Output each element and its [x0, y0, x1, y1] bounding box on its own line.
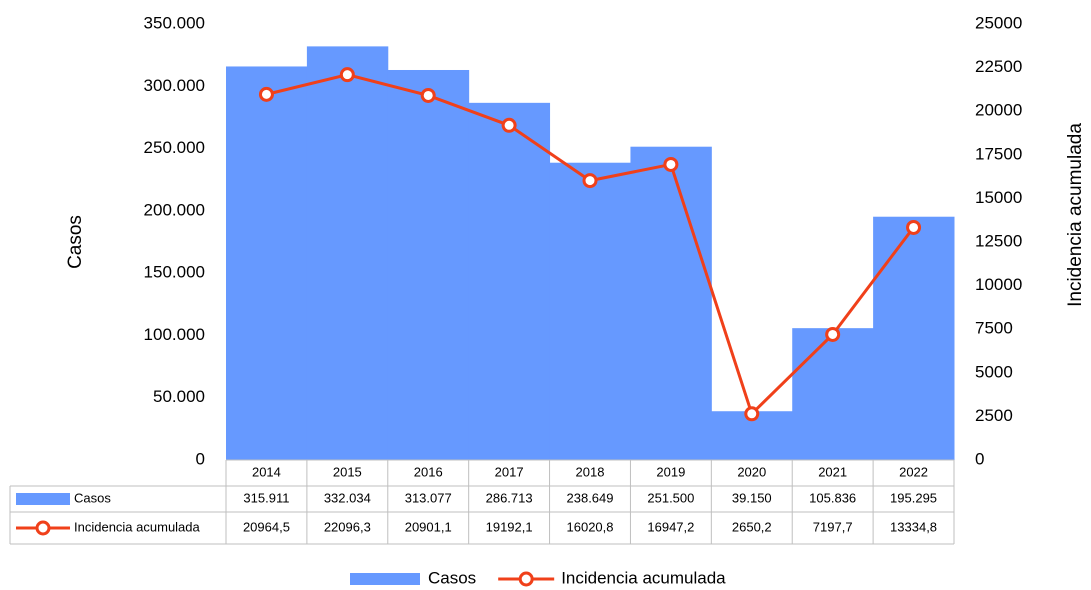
- marker: [501, 117, 517, 133]
- y-axis-title: Casos: [65, 215, 86, 269]
- marker: [258, 86, 274, 102]
- table-cell: 195.295: [890, 490, 937, 505]
- table-cell: 20901,1: [405, 519, 452, 534]
- y2-tick-label: 12500: [975, 231, 1022, 250]
- y-tick-label: 300.000: [144, 76, 205, 95]
- marker: [744, 406, 760, 422]
- x-tick-label: 2018: [576, 464, 605, 479]
- y2-tick-label: 0: [975, 449, 984, 468]
- table-cell: 313.077: [405, 490, 452, 505]
- legend-swatch: [16, 493, 70, 505]
- x-tick-label: 2016: [414, 464, 443, 479]
- x-tick-label: 2015: [333, 464, 362, 479]
- table-cell: 22096,3: [324, 519, 371, 534]
- marker: [906, 219, 922, 235]
- table-cell: 19192,1: [486, 519, 533, 534]
- marker: [582, 173, 598, 189]
- y-tick-label: 250.000: [144, 138, 205, 157]
- x-tick-label: 2020: [737, 464, 766, 479]
- table-cell: 16020,8: [567, 519, 614, 534]
- y-tick-label: 100.000: [144, 325, 205, 344]
- bar: [792, 328, 874, 460]
- bar: [226, 66, 308, 461]
- y2-tick-label: 20000: [975, 101, 1022, 120]
- y-tick-label: 350.000: [144, 13, 205, 32]
- table-cell: 7197,7: [813, 519, 853, 534]
- table-cell: 332.034: [324, 490, 371, 505]
- y2-tick-label: 25000: [975, 13, 1022, 32]
- table-cell: 315.911: [243, 490, 289, 505]
- y-tick-label: 150.000: [144, 263, 205, 282]
- y-tick-label: 50.000: [153, 387, 205, 406]
- table-cell: 2650,2: [732, 519, 772, 534]
- bar: [549, 162, 631, 460]
- marker: [420, 87, 436, 103]
- legend-marker: [518, 571, 534, 587]
- table-cell: 39.150: [732, 490, 772, 505]
- table-cell: 16947,2: [647, 519, 694, 534]
- y2-tick-label: 5000: [975, 362, 1013, 381]
- legend-marker: [35, 520, 51, 536]
- legend-label: Incidencia acumulada: [561, 568, 726, 587]
- x-tick-label: 2019: [656, 464, 685, 479]
- y2-tick-label: 17500: [975, 144, 1022, 163]
- bar: [630, 146, 712, 460]
- y-tick-label: 0: [196, 449, 205, 468]
- table-row-label: Casos: [74, 490, 111, 505]
- y2-tick-label: 7500: [975, 319, 1013, 338]
- marker: [339, 67, 355, 83]
- x-tick-label: 2014: [252, 464, 281, 479]
- table-cell: 251.500: [647, 490, 694, 505]
- y2-tick-label: 22500: [975, 57, 1022, 76]
- table-cell: 13334,8: [890, 519, 937, 534]
- marker: [663, 156, 679, 172]
- bar: [873, 216, 955, 460]
- y2-tick-label: 10000: [975, 275, 1022, 294]
- table-cell: 286.713: [486, 490, 533, 505]
- bar: [387, 69, 470, 460]
- marker: [825, 326, 841, 342]
- x-tick-label: 2021: [818, 464, 847, 479]
- x-tick-label: 2017: [495, 464, 524, 479]
- bar: [468, 102, 551, 460]
- x-tick-label: 2022: [899, 464, 928, 479]
- legend-swatch: [350, 573, 420, 585]
- table-cell: 105.836: [809, 490, 856, 505]
- table-row-label: Incidencia acumulada: [74, 519, 201, 534]
- y-tick-label: 200.000: [144, 200, 205, 219]
- y2-axis-title: Incidencia acumulada: [1065, 123, 1086, 307]
- table-cell: 238.649: [567, 490, 614, 505]
- legend-label: Casos: [428, 568, 476, 587]
- table-cell: 20964,5: [243, 519, 290, 534]
- y2-tick-label: 15000: [975, 188, 1022, 207]
- bar: [306, 46, 389, 461]
- y2-tick-label: 2500: [975, 406, 1013, 425]
